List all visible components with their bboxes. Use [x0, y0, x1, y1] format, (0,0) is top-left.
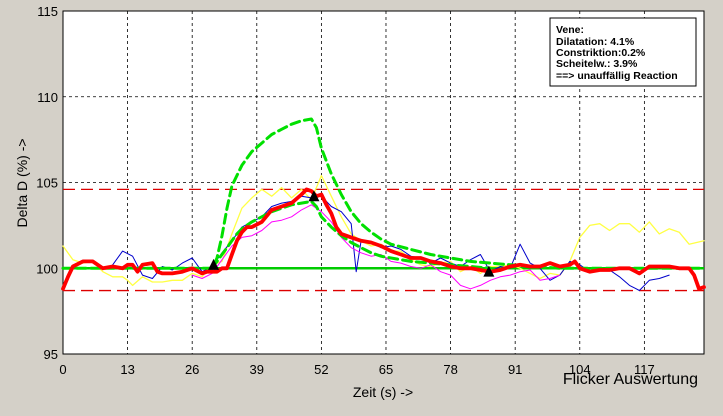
x-tick-label: 117: [634, 362, 655, 377]
info-line-result: ==> unauffällig Reaction: [556, 70, 678, 82]
y-tick-label: 100: [36, 261, 58, 276]
x-tick-label: 65: [379, 362, 393, 377]
chart-caption: Flicker Auswertung: [563, 371, 698, 388]
x-tick-label: 52: [314, 362, 328, 377]
marker-triangle: [208, 258, 220, 270]
marker-triangle: [308, 190, 320, 202]
info-line-constriktion: Constriktion:0.2%: [556, 47, 646, 59]
x-tick-label: 26: [185, 362, 199, 377]
y-tick-label: 105: [36, 176, 58, 191]
info-line-scheitelwert: Scheitelw.: 3.9%: [556, 58, 638, 70]
y-tick-label: 115: [37, 4, 58, 19]
y-tick-label: 95: [44, 347, 58, 362]
y-axis-label: Delta D (%) ->: [14, 138, 30, 227]
info-line-title: Vene:: [556, 24, 584, 36]
x-tick-label: 104: [569, 362, 591, 377]
info-line-dilatation: Dilatation: 4.1%: [556, 36, 635, 48]
x-tick-label: 78: [443, 362, 457, 377]
x-tick-label: 91: [508, 362, 522, 377]
x-tick-label: 13: [120, 362, 134, 377]
series-model-lower: [210, 199, 492, 270]
y-tick-labels: 95 100 105 110 115: [36, 4, 58, 362]
x-tick-labels: 0 13 26 39 52 65 78 91 104 117: [59, 362, 654, 377]
info-box-frame: [549, 17, 697, 87]
x-tick-label: 0: [59, 362, 66, 377]
x-tick-label: 39: [250, 362, 264, 377]
y-tick-label: 110: [37, 90, 58, 105]
series-model-upper: [61, 117, 706, 270]
turning-point-markers: [208, 190, 495, 277]
data-series: [61, 117, 706, 291]
info-box: Vene: Dilatation: 4.1% Constriktion:0.2%…: [549, 17, 697, 87]
x-axis-label: Zeit (s) ->: [353, 384, 413, 400]
marker-triangle: [483, 265, 495, 277]
series-main: [61, 187, 706, 291]
